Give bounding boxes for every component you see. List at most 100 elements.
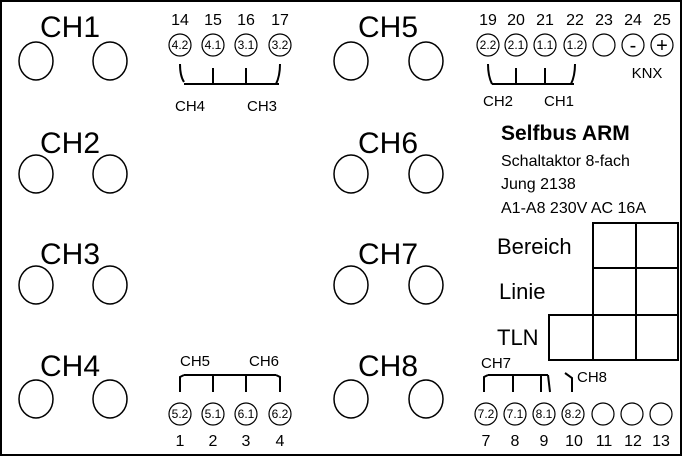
- device-rating: A1-A8 230V AC 16A: [501, 200, 646, 217]
- channel-label-ch3: CH3: [40, 238, 100, 271]
- terminal-number-8: 8: [511, 433, 520, 450]
- group-label-ch5: CH5: [180, 353, 210, 370]
- ch8-left-hole: [333, 379, 369, 419]
- terminal-4: [268, 402, 292, 426]
- terminal-11: [591, 402, 615, 426]
- ch1-right-hole: [92, 41, 128, 81]
- terminal-label-2-1: 2.1: [508, 38, 525, 52]
- terminal-label-4-2: 4.2: [172, 38, 189, 52]
- terminal-number-23: 23: [595, 12, 613, 29]
- terminal-number-11: 11: [596, 433, 613, 450]
- channel-label-ch4: CH4: [40, 350, 100, 383]
- terminal-8: [503, 402, 527, 426]
- terminal-number-22: 22: [566, 12, 584, 29]
- terminal-12: [620, 402, 644, 426]
- terminal-number-24: 24: [624, 12, 642, 29]
- terminal-21: [533, 33, 557, 57]
- ch2-right-hole: [92, 154, 128, 194]
- terminal-label-3-1: 3.1: [238, 38, 255, 52]
- terminal-label-1-2: 1.2: [567, 38, 584, 52]
- channel-label-ch7: CH7: [358, 238, 418, 271]
- terminal-13: [649, 402, 673, 426]
- terminal-number-15: 15: [204, 12, 222, 29]
- device-model: Jung 2138: [501, 176, 576, 193]
- ch3-right-hole: [92, 265, 128, 305]
- terminal-label-2-2: 2.2: [480, 38, 497, 52]
- terminal-7: [474, 402, 498, 426]
- terminal-label-8-1: 8.1: [536, 407, 553, 421]
- terminal-22: [563, 33, 587, 57]
- ch4-right-hole: [92, 379, 128, 419]
- address-label-bereich: Bereich: [497, 234, 572, 259]
- knx-bus-label: KNX: [632, 65, 663, 82]
- address-grid: [548, 222, 679, 361]
- terminal-number-20: 20: [507, 12, 525, 29]
- device-type: Schaltaktor 8-fach: [501, 153, 630, 170]
- terminal-label-1-1: 1.1: [537, 38, 554, 52]
- terminal-16: [234, 33, 258, 57]
- terminal-2: [201, 402, 225, 426]
- address-row-tln: [548, 314, 679, 361]
- ch6-right-hole: [408, 154, 444, 194]
- terminal-24-knx-minus: [621, 33, 645, 57]
- terminal-label-4-1: 4.1: [205, 38, 222, 52]
- wiring-bracket-ch5-ch6: [179, 374, 281, 392]
- ch6-left-hole: [333, 154, 369, 194]
- ch3-left-hole: [18, 265, 54, 305]
- terminal-number-17: 17: [271, 12, 289, 29]
- address-label-tln: TLN: [497, 325, 539, 350]
- terminal-number-21: 21: [536, 12, 554, 29]
- channel-label-ch5: CH5: [358, 11, 418, 44]
- channel-label-ch1: CH1: [40, 11, 100, 44]
- wiring-bracket-ch7-ch8: [483, 372, 573, 393]
- terminal-number-1: 1: [176, 433, 185, 450]
- terminal-14: [168, 33, 192, 57]
- terminal-23: [592, 33, 616, 57]
- knx-plus-symbol: +: [656, 35, 668, 57]
- terminal-number-4: 4: [276, 433, 285, 450]
- terminal-number-19: 19: [479, 12, 497, 29]
- terminal-17: [268, 33, 292, 57]
- wiring-bracket-ch2-ch1: [487, 63, 576, 85]
- terminal-number-16: 16: [237, 12, 255, 29]
- terminal-25-knx-plus: [650, 33, 674, 57]
- channel-label-ch2: CH2: [40, 127, 100, 160]
- device-title: Selfbus ARM: [501, 122, 630, 145]
- terminal-number-2: 2: [209, 433, 218, 450]
- ch7-left-hole: [333, 265, 369, 305]
- ch5-right-hole: [408, 41, 444, 81]
- terminal-number-25: 25: [653, 12, 671, 29]
- terminal-label-7-2: 7.2: [478, 407, 495, 421]
- wiring-bracket-ch4-ch3: [179, 63, 281, 85]
- group-label-ch3: CH3: [247, 98, 277, 115]
- channel-label-ch8: CH8: [358, 350, 418, 383]
- terminal-label-6-1: 6.1: [238, 407, 255, 421]
- terminal-label-8-2: 8.2: [565, 407, 582, 421]
- terminal-number-3: 3: [242, 433, 251, 450]
- terminal-label-3-2: 3.2: [272, 38, 289, 52]
- terminal-label-6-2: 6.2: [272, 407, 289, 421]
- terminal-10: [561, 402, 585, 426]
- ch1-left-hole: [18, 41, 54, 81]
- ch7-right-hole: [408, 265, 444, 305]
- ch8-right-hole: [408, 379, 444, 419]
- terminal-label-5-2: 5.2: [172, 407, 189, 421]
- terminal-15: [201, 33, 225, 57]
- group-label-ch8: CH8: [577, 369, 607, 386]
- terminal-label-5-1: 5.1: [205, 407, 222, 421]
- terminal-1: [168, 402, 192, 426]
- ch2-left-hole: [18, 154, 54, 194]
- ch4-left-hole: [18, 379, 54, 419]
- address-label-linie: Linie: [499, 279, 545, 304]
- ch5-left-hole: [333, 41, 369, 81]
- knx-minus-symbol: -: [630, 35, 637, 57]
- group-label-ch7: CH7: [481, 355, 511, 372]
- terminal-number-14: 14: [171, 12, 189, 29]
- terminal-3: [234, 402, 258, 426]
- terminal-19: [476, 33, 500, 57]
- terminal-number-9: 9: [540, 433, 549, 450]
- terminal-number-10: 10: [565, 433, 583, 450]
- terminal-number-13: 13: [652, 433, 670, 450]
